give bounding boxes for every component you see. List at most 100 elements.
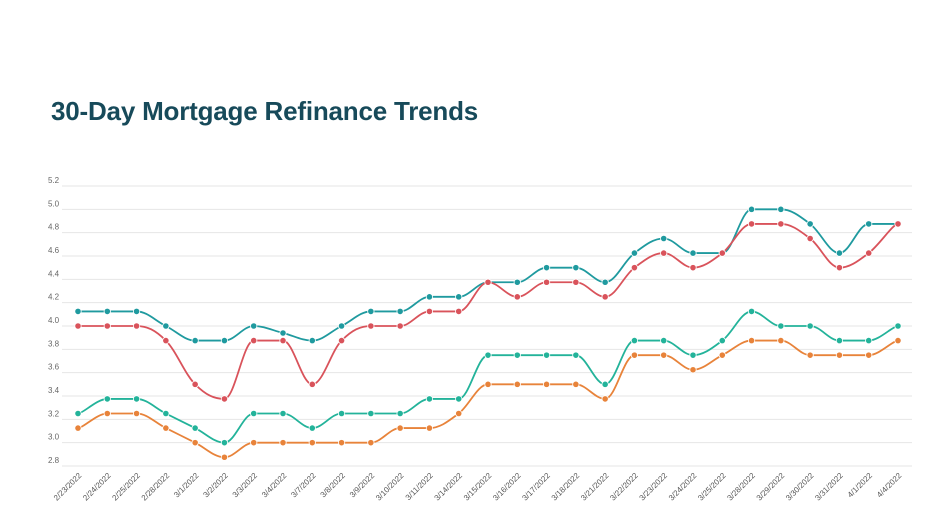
data-point[interactable] bbox=[396, 424, 404, 432]
data-point[interactable] bbox=[806, 234, 814, 243]
data-point[interactable] bbox=[367, 409, 375, 418]
data-point[interactable] bbox=[572, 380, 580, 388]
data-point[interactable] bbox=[806, 220, 814, 228]
data-point[interactable] bbox=[835, 336, 844, 345]
data-point[interactable] bbox=[396, 322, 404, 330]
data-point[interactable] bbox=[601, 278, 609, 286]
data-point[interactable] bbox=[191, 336, 199, 345]
data-point[interactable] bbox=[132, 409, 141, 418]
data-point[interactable] bbox=[279, 409, 287, 418]
data-point[interactable] bbox=[484, 278, 492, 286]
data-point[interactable] bbox=[572, 351, 580, 359]
data-point[interactable] bbox=[572, 264, 580, 272]
data-point[interactable] bbox=[103, 409, 111, 418]
data-point[interactable] bbox=[747, 205, 756, 213]
data-point[interactable] bbox=[279, 329, 287, 337]
data-point[interactable] bbox=[865, 220, 873, 228]
data-point[interactable] bbox=[718, 336, 726, 345]
data-point[interactable] bbox=[220, 453, 229, 461]
data-point[interactable] bbox=[337, 336, 346, 345]
data-point[interactable] bbox=[337, 322, 346, 330]
data-point[interactable] bbox=[74, 424, 82, 432]
data-point[interactable] bbox=[572, 278, 580, 286]
data-point[interactable] bbox=[747, 220, 756, 228]
data-point[interactable] bbox=[103, 322, 111, 330]
data-point[interactable] bbox=[484, 380, 492, 388]
data-point[interactable] bbox=[865, 249, 873, 257]
data-point[interactable] bbox=[747, 336, 756, 345]
data-point[interactable] bbox=[660, 351, 668, 359]
data-point[interactable] bbox=[396, 409, 404, 418]
data-point[interactable] bbox=[425, 424, 434, 432]
data-point[interactable] bbox=[513, 278, 521, 286]
data-point[interactable] bbox=[601, 380, 609, 388]
data-point[interactable] bbox=[630, 264, 639, 272]
data-point[interactable] bbox=[630, 351, 639, 359]
data-point[interactable] bbox=[367, 307, 375, 316]
data-point[interactable] bbox=[718, 351, 726, 359]
data-point[interactable] bbox=[806, 351, 814, 359]
data-point[interactable] bbox=[601, 395, 609, 403]
data-point[interactable] bbox=[250, 336, 258, 345]
data-point[interactable] bbox=[894, 336, 902, 345]
data-point[interactable] bbox=[132, 307, 141, 316]
data-point[interactable] bbox=[191, 380, 199, 388]
data-point[interactable] bbox=[806, 322, 814, 330]
data-point[interactable] bbox=[777, 336, 785, 345]
data-point[interactable] bbox=[74, 409, 82, 418]
data-point[interactable] bbox=[835, 264, 844, 272]
data-point[interactable] bbox=[777, 322, 785, 330]
data-point[interactable] bbox=[191, 424, 199, 432]
data-point[interactable] bbox=[74, 307, 82, 316]
data-point[interactable] bbox=[162, 409, 170, 418]
data-point[interactable] bbox=[630, 336, 639, 345]
data-point[interactable] bbox=[455, 409, 463, 418]
data-point[interactable] bbox=[367, 439, 375, 447]
data-point[interactable] bbox=[660, 336, 668, 345]
data-point[interactable] bbox=[132, 322, 141, 330]
data-point[interactable] bbox=[689, 249, 697, 257]
data-point[interactable] bbox=[367, 322, 375, 330]
data-point[interactable] bbox=[103, 307, 111, 316]
data-point[interactable] bbox=[865, 336, 873, 345]
data-point[interactable] bbox=[689, 366, 697, 374]
data-point[interactable] bbox=[894, 322, 902, 330]
data-point[interactable] bbox=[542, 278, 551, 286]
data-point[interactable] bbox=[337, 439, 346, 447]
data-point[interactable] bbox=[660, 249, 668, 257]
data-point[interactable] bbox=[747, 307, 756, 316]
data-point[interactable] bbox=[455, 293, 463, 301]
data-point[interactable] bbox=[132, 395, 141, 403]
data-point[interactable] bbox=[835, 249, 844, 257]
data-point[interactable] bbox=[894, 220, 902, 228]
data-point[interactable] bbox=[718, 249, 726, 257]
data-point[interactable] bbox=[250, 322, 258, 330]
data-point[interactable] bbox=[220, 439, 229, 447]
data-point[interactable] bbox=[542, 380, 551, 388]
data-point[interactable] bbox=[279, 439, 287, 447]
data-point[interactable] bbox=[484, 351, 492, 359]
data-point[interactable] bbox=[630, 249, 639, 257]
data-point[interactable] bbox=[220, 395, 229, 403]
data-point[interactable] bbox=[308, 380, 316, 388]
data-point[interactable] bbox=[162, 336, 170, 345]
data-point[interactable] bbox=[162, 322, 170, 330]
data-point[interactable] bbox=[337, 409, 346, 418]
data-point[interactable] bbox=[513, 380, 521, 388]
data-point[interactable] bbox=[865, 351, 873, 359]
data-point[interactable] bbox=[835, 351, 844, 359]
data-point[interactable] bbox=[513, 293, 521, 301]
data-point[interactable] bbox=[162, 424, 170, 432]
data-point[interactable] bbox=[542, 351, 551, 359]
data-point[interactable] bbox=[425, 293, 434, 301]
data-point[interactable] bbox=[103, 395, 111, 403]
data-point[interactable] bbox=[601, 293, 609, 301]
data-point[interactable] bbox=[308, 336, 316, 345]
data-point[interactable] bbox=[660, 234, 668, 243]
data-point[interactable] bbox=[191, 439, 199, 447]
data-point[interactable] bbox=[279, 336, 287, 345]
data-point[interactable] bbox=[396, 307, 404, 316]
data-point[interactable] bbox=[513, 351, 521, 359]
data-point[interactable] bbox=[425, 395, 434, 403]
data-point[interactable] bbox=[542, 264, 551, 272]
